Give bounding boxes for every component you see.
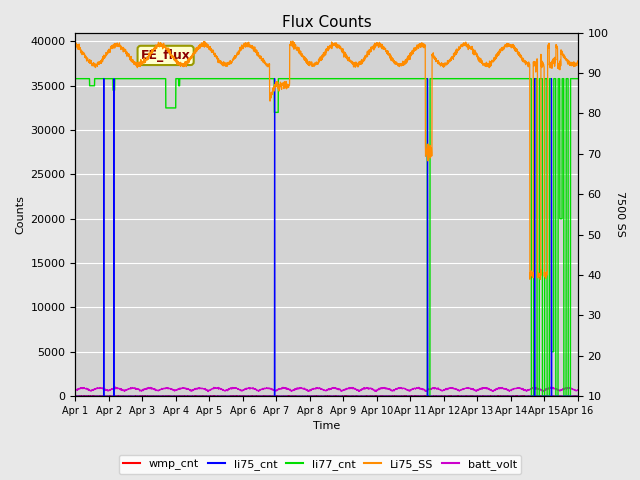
Text: EE_flux: EE_flux	[141, 49, 191, 62]
Title: Flux Counts: Flux Counts	[282, 15, 371, 30]
X-axis label: Time: Time	[313, 421, 340, 432]
Y-axis label: 7500 SS: 7500 SS	[615, 192, 625, 237]
Y-axis label: Counts: Counts	[15, 195, 25, 234]
Legend: wmp_cnt, li75_cnt, li77_cnt, Li75_SS, batt_volt: wmp_cnt, li75_cnt, li77_cnt, Li75_SS, ba…	[119, 455, 521, 474]
